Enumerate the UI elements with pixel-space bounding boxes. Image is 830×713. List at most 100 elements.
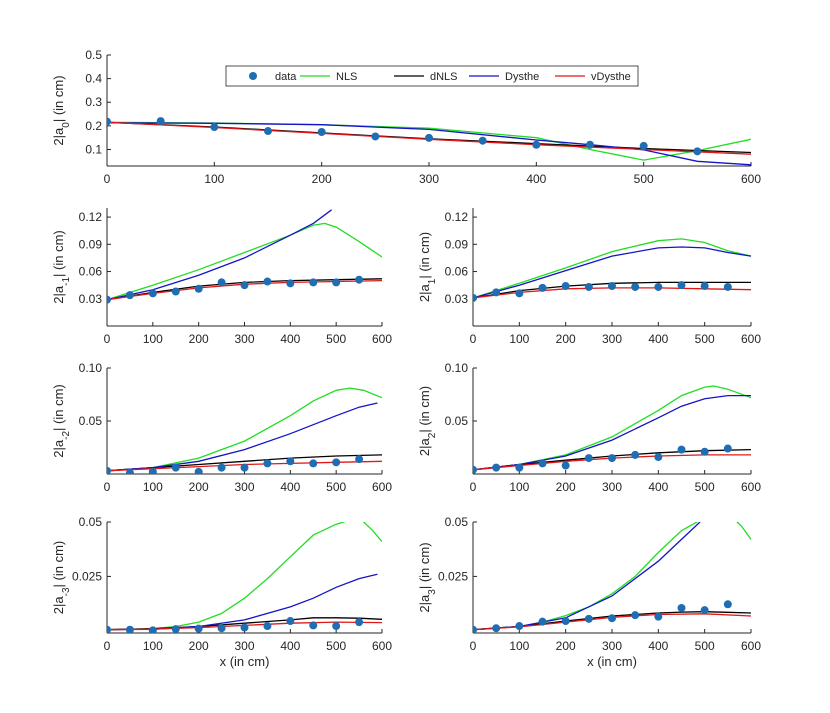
- data-point: [700, 282, 709, 291]
- x-tick-label: 100: [143, 332, 163, 346]
- data-point: [538, 459, 547, 468]
- x-tick-label: 600: [372, 332, 392, 346]
- data-point: [107, 625, 111, 633]
- data-point: [107, 117, 111, 126]
- x-tick-label: 100: [143, 480, 163, 494]
- series-line-dysthe: [107, 122, 751, 166]
- data-point: [492, 624, 501, 633]
- data-point: [240, 623, 249, 632]
- data-point: [561, 461, 570, 470]
- series-line-nls: [107, 522, 382, 631]
- data-point: [515, 622, 524, 631]
- y-tick-label: 0.05: [445, 414, 469, 428]
- x-tick-label: 600: [741, 639, 761, 653]
- data-point: [473, 293, 477, 302]
- data-point: [561, 282, 570, 291]
- x-tick-label: 200: [189, 480, 209, 494]
- y-axis-label: 2|a0| (in cm): [51, 75, 72, 145]
- legend: data NLS dNLS Dysthe vDysthe: [225, 65, 639, 87]
- data-point: [631, 450, 640, 459]
- data-point: [654, 453, 663, 462]
- data-point: [148, 467, 157, 474]
- data-point: [264, 127, 272, 136]
- series-line-nls: [473, 238, 751, 299]
- series-line-nls: [107, 387, 382, 472]
- plot-area: [473, 238, 751, 302]
- x-tick-label: 100: [509, 480, 529, 494]
- data-point: [156, 117, 165, 126]
- x-tick-label: 200: [312, 172, 332, 186]
- y-tick-label: 0.06: [79, 265, 103, 279]
- data-point: [693, 147, 702, 156]
- data-point: [608, 454, 616, 463]
- x-tick-label: 200: [556, 332, 576, 346]
- data-point: [584, 614, 593, 623]
- x-tick-label: 300: [234, 480, 254, 494]
- x-tick-label: 0: [104, 639, 111, 653]
- x-tick-label: 300: [419, 172, 439, 186]
- x-tick-label: 0: [104, 480, 111, 494]
- x-tick-label: 300: [602, 639, 622, 653]
- data-point: [631, 282, 640, 291]
- panel-a1: 0 100 200 300 400 500 600 0.03 0.06 0.09 0.12 2|a1|…: [417, 208, 761, 346]
- x-tick-label: 400: [648, 480, 668, 494]
- legend-entry-dnls: dNLS: [394, 71, 458, 83]
- x-tick-label: 600: [372, 639, 392, 653]
- data-point: [371, 132, 380, 141]
- panel-a2: 0 100 200 300 400 500 600 0.05 0.10 2|a2| (in cm): [417, 361, 761, 494]
- y-tick-label: 0.025: [438, 569, 468, 583]
- data-point: [700, 606, 709, 615]
- plot-area: [107, 117, 751, 166]
- y-tick-label: 0.025: [72, 569, 102, 583]
- y-axis-label: 2|a-2| (in cm): [51, 384, 72, 457]
- data-point: [148, 626, 157, 633]
- y-tick-label: 0.12: [445, 210, 469, 224]
- data-point: [561, 617, 570, 626]
- x-tick-label: 0: [104, 172, 111, 186]
- data-point: [263, 459, 272, 468]
- legend-label: dNLS: [430, 71, 458, 83]
- data-point: [478, 136, 487, 145]
- data-point: [125, 625, 134, 633]
- x-tick-label: 300: [602, 480, 622, 494]
- x-tick-label: 500: [695, 480, 715, 494]
- y-tick-label: 0.2: [85, 119, 102, 133]
- data-point: [608, 282, 616, 291]
- x-tick-label: 600: [372, 480, 392, 494]
- panel-am1: 0 100 200 300 400 500 600 0.03 0.06 0.09 0.12 2|a-1…: [51, 208, 392, 346]
- plot-area: [107, 522, 382, 633]
- x-tick-label: 200: [189, 332, 209, 346]
- data-point: [171, 463, 180, 472]
- y-tick-label: 0.10: [445, 361, 469, 375]
- data-point: [217, 624, 226, 633]
- x-tick-label: 100: [204, 172, 224, 186]
- data-point: [317, 127, 326, 136]
- x-tick-label: 200: [556, 480, 576, 494]
- data-point: [263, 622, 272, 631]
- legend-box: [225, 65, 639, 87]
- data-point: [217, 463, 226, 472]
- data-point: [473, 625, 477, 633]
- data-point: [425, 133, 433, 142]
- data-point: [171, 287, 180, 296]
- data-point: [263, 277, 272, 286]
- x-axis-label: x (in cm): [587, 654, 637, 669]
- data-point: [515, 463, 524, 472]
- series-line-dysthe: [473, 522, 701, 631]
- data-point: [332, 622, 341, 631]
- series-line-dysthe: [473, 394, 751, 471]
- x-tick-label: 400: [526, 172, 546, 186]
- series-line-dysthe: [107, 402, 378, 472]
- y-tick-label: 0.3: [85, 95, 102, 109]
- data-point: [492, 463, 501, 472]
- data-point: [240, 281, 249, 290]
- data-point: [286, 457, 295, 466]
- data-point: [677, 603, 686, 612]
- x-axis-label: x (in cm): [220, 654, 270, 669]
- x-tick-label: 300: [234, 639, 254, 653]
- y-axis-label: 2|a3| (in cm): [417, 542, 438, 612]
- x-tick-label: 100: [509, 332, 529, 346]
- plot-area: [107, 209, 382, 304]
- data-point: [194, 467, 203, 474]
- x-tick-label: 0: [104, 332, 111, 346]
